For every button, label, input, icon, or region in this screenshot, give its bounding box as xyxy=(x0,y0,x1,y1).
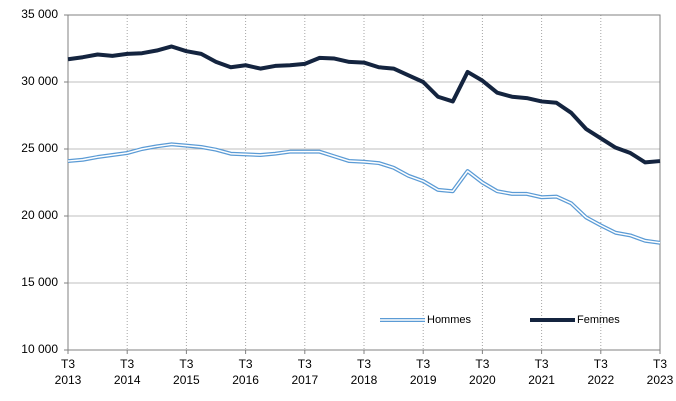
line-inner xyxy=(67,143,661,244)
x-tick-label: T3 2016 xyxy=(232,357,259,387)
line xyxy=(67,44,661,165)
legend-label: Femmes xyxy=(577,314,620,326)
y-tick-label: 35 000 xyxy=(21,7,58,21)
y-tick-label: 15 000 xyxy=(21,275,58,289)
x-tick-label: T3 2019 xyxy=(409,357,437,387)
legend-label: Hommes xyxy=(427,314,472,326)
x-tick-label: T3 2023 xyxy=(646,357,674,387)
x-tick-label: T3 2022 xyxy=(587,357,615,387)
y-tick-label: 25 000 xyxy=(21,141,58,155)
y-tick-label: 20 000 xyxy=(21,208,58,222)
y-tick-label: 30 000 xyxy=(21,74,58,88)
x-tick-label: T3 2013 xyxy=(54,357,82,387)
x-tick-label: T3 2014 xyxy=(113,357,141,387)
y-tick-label: 10 000 xyxy=(21,342,58,356)
plot-frame xyxy=(67,14,661,351)
x-tick-label: T3 2021 xyxy=(528,357,555,387)
x-tick-label: T3 2015 xyxy=(173,357,200,387)
x-tick-label: T3 2018 xyxy=(350,357,378,387)
x-tick-label: T3 2017 xyxy=(291,357,319,387)
x-tick-label: T3 2020 xyxy=(469,357,496,387)
